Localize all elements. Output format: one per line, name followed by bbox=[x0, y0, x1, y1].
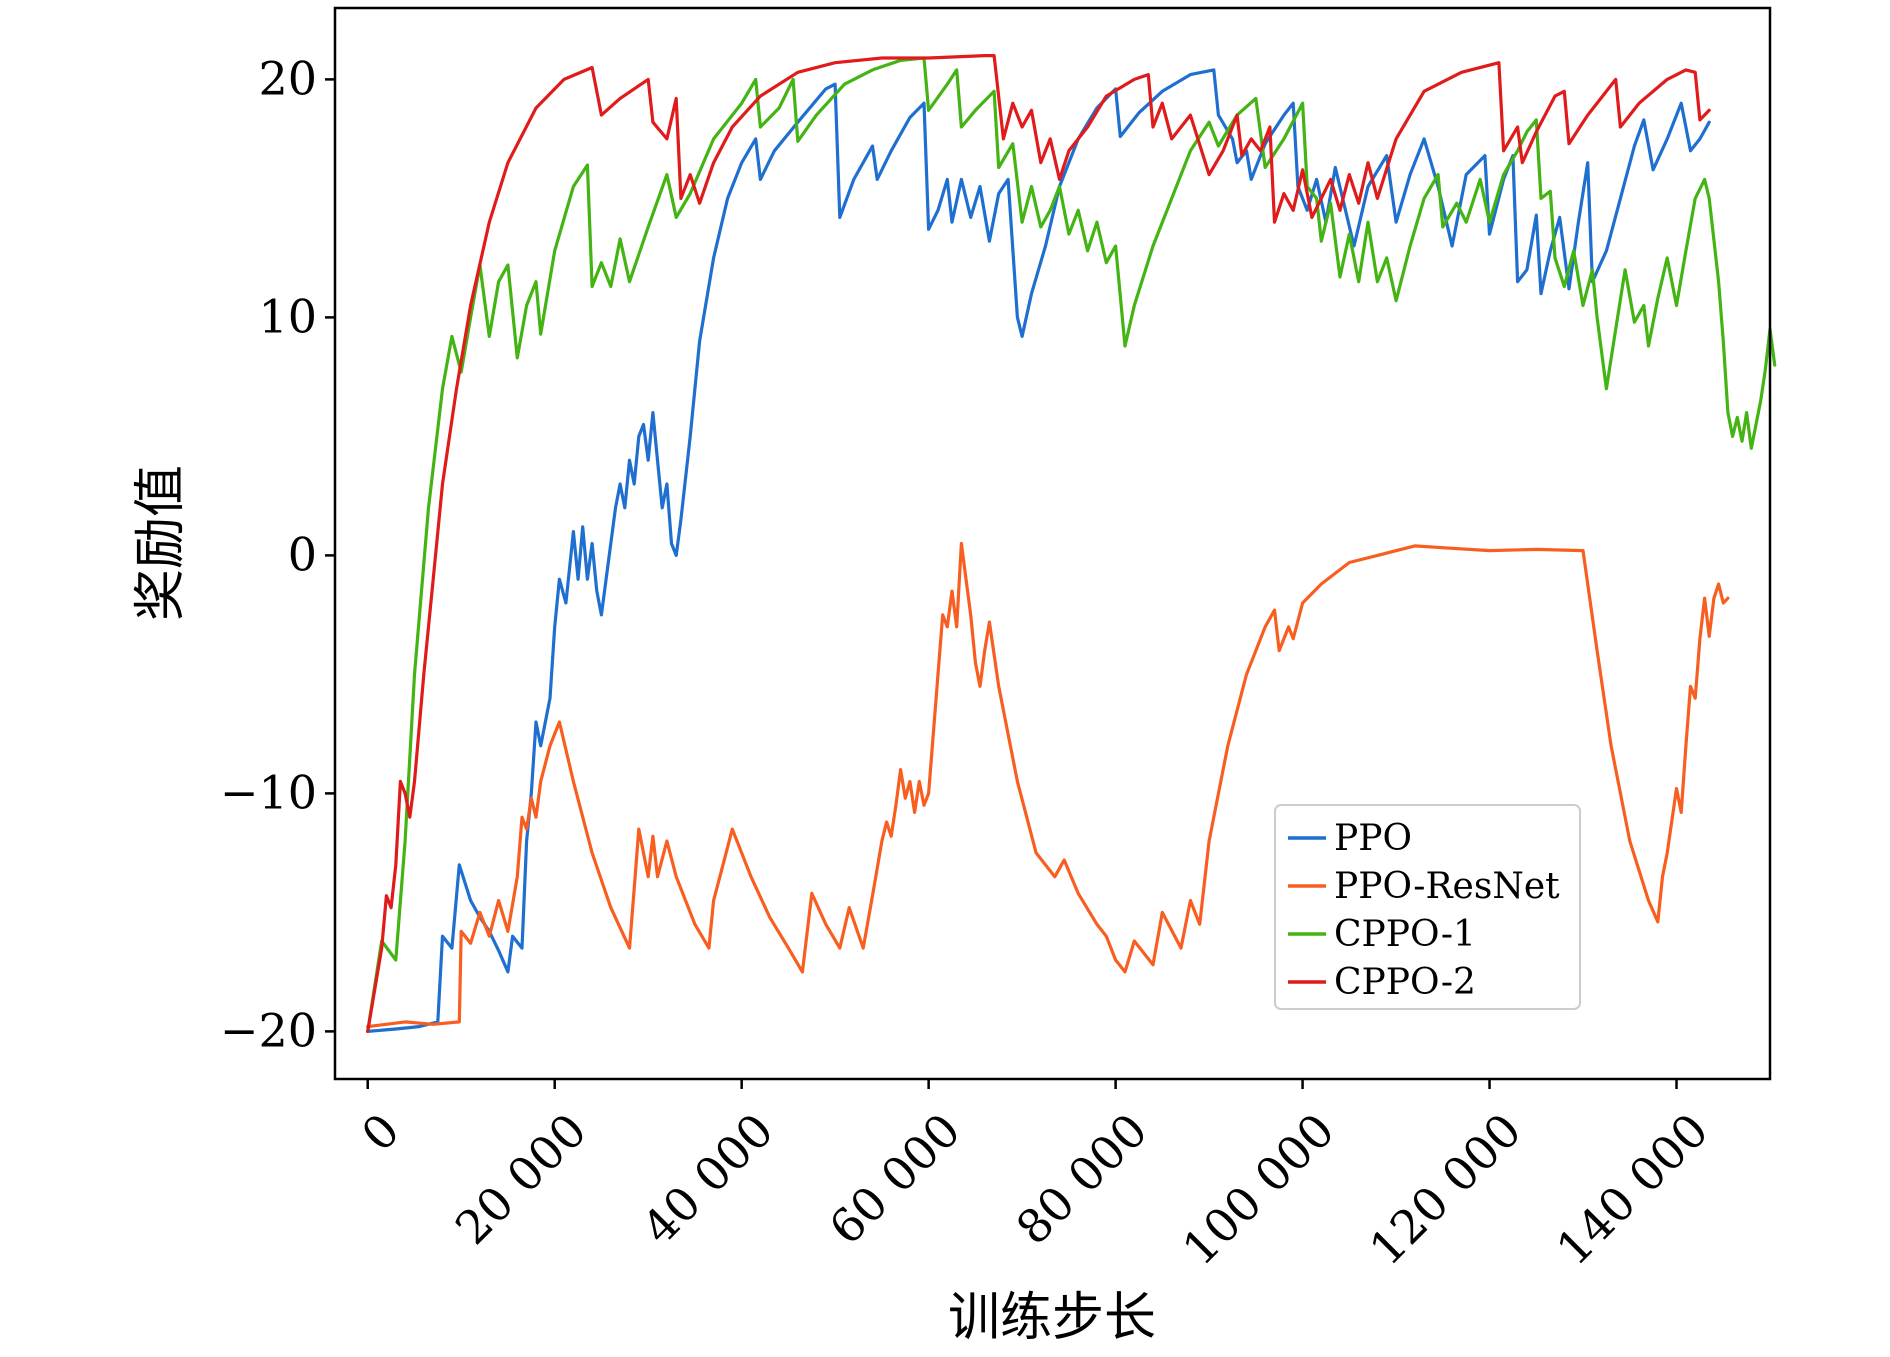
y-tick-label: −10 bbox=[220, 765, 317, 819]
y-axis-title: 奖励值 bbox=[131, 465, 191, 621]
plot-frame bbox=[333, 6, 1772, 1081]
series-line-3 bbox=[366, 56, 1777, 1033]
legend-box bbox=[1274, 804, 1581, 1010]
x-tick-label: 100 000 bbox=[1172, 1103, 1345, 1276]
legend: PPO PPO-ResNet CPPO-1 CPPO-2 bbox=[1274, 804, 1581, 1010]
x-axis-title: 训练步长 bbox=[948, 1288, 1156, 1348]
legend-label-1: PPO bbox=[1334, 818, 1412, 859]
legend-label-4: CPPO-2 bbox=[1334, 962, 1476, 1003]
y-tick-label: 10 bbox=[258, 289, 317, 343]
legend-label-2: PPO-ResNet bbox=[1334, 866, 1560, 907]
series-line-1 bbox=[366, 68, 1711, 1033]
x-tick-label: 20 000 bbox=[445, 1103, 597, 1255]
x-axis: 0 20 000 40 000 60 000 80 000 100 000 120 000 1… bbox=[351, 1079, 1719, 1276]
x-tick-label: 40 000 bbox=[632, 1103, 784, 1255]
series-line-4 bbox=[366, 54, 1711, 1033]
y-tick-label: −20 bbox=[220, 1003, 317, 1057]
legend-label-3: CPPO-1 bbox=[1334, 914, 1476, 955]
y-axis: −20 −10 0 10 20 bbox=[220, 51, 335, 1057]
series-layer bbox=[366, 54, 1777, 1033]
series-line-2 bbox=[366, 541, 1730, 1029]
x-tick-label: 80 000 bbox=[1006, 1103, 1158, 1255]
x-tick-label: 60 000 bbox=[819, 1103, 971, 1255]
y-tick-label: 0 bbox=[288, 527, 317, 581]
x-tick-label: 140 000 bbox=[1546, 1103, 1719, 1276]
x-tick-label: 120 000 bbox=[1359, 1103, 1532, 1276]
x-tick-label: 0 bbox=[351, 1103, 410, 1162]
y-tick-label: 20 bbox=[258, 51, 317, 105]
